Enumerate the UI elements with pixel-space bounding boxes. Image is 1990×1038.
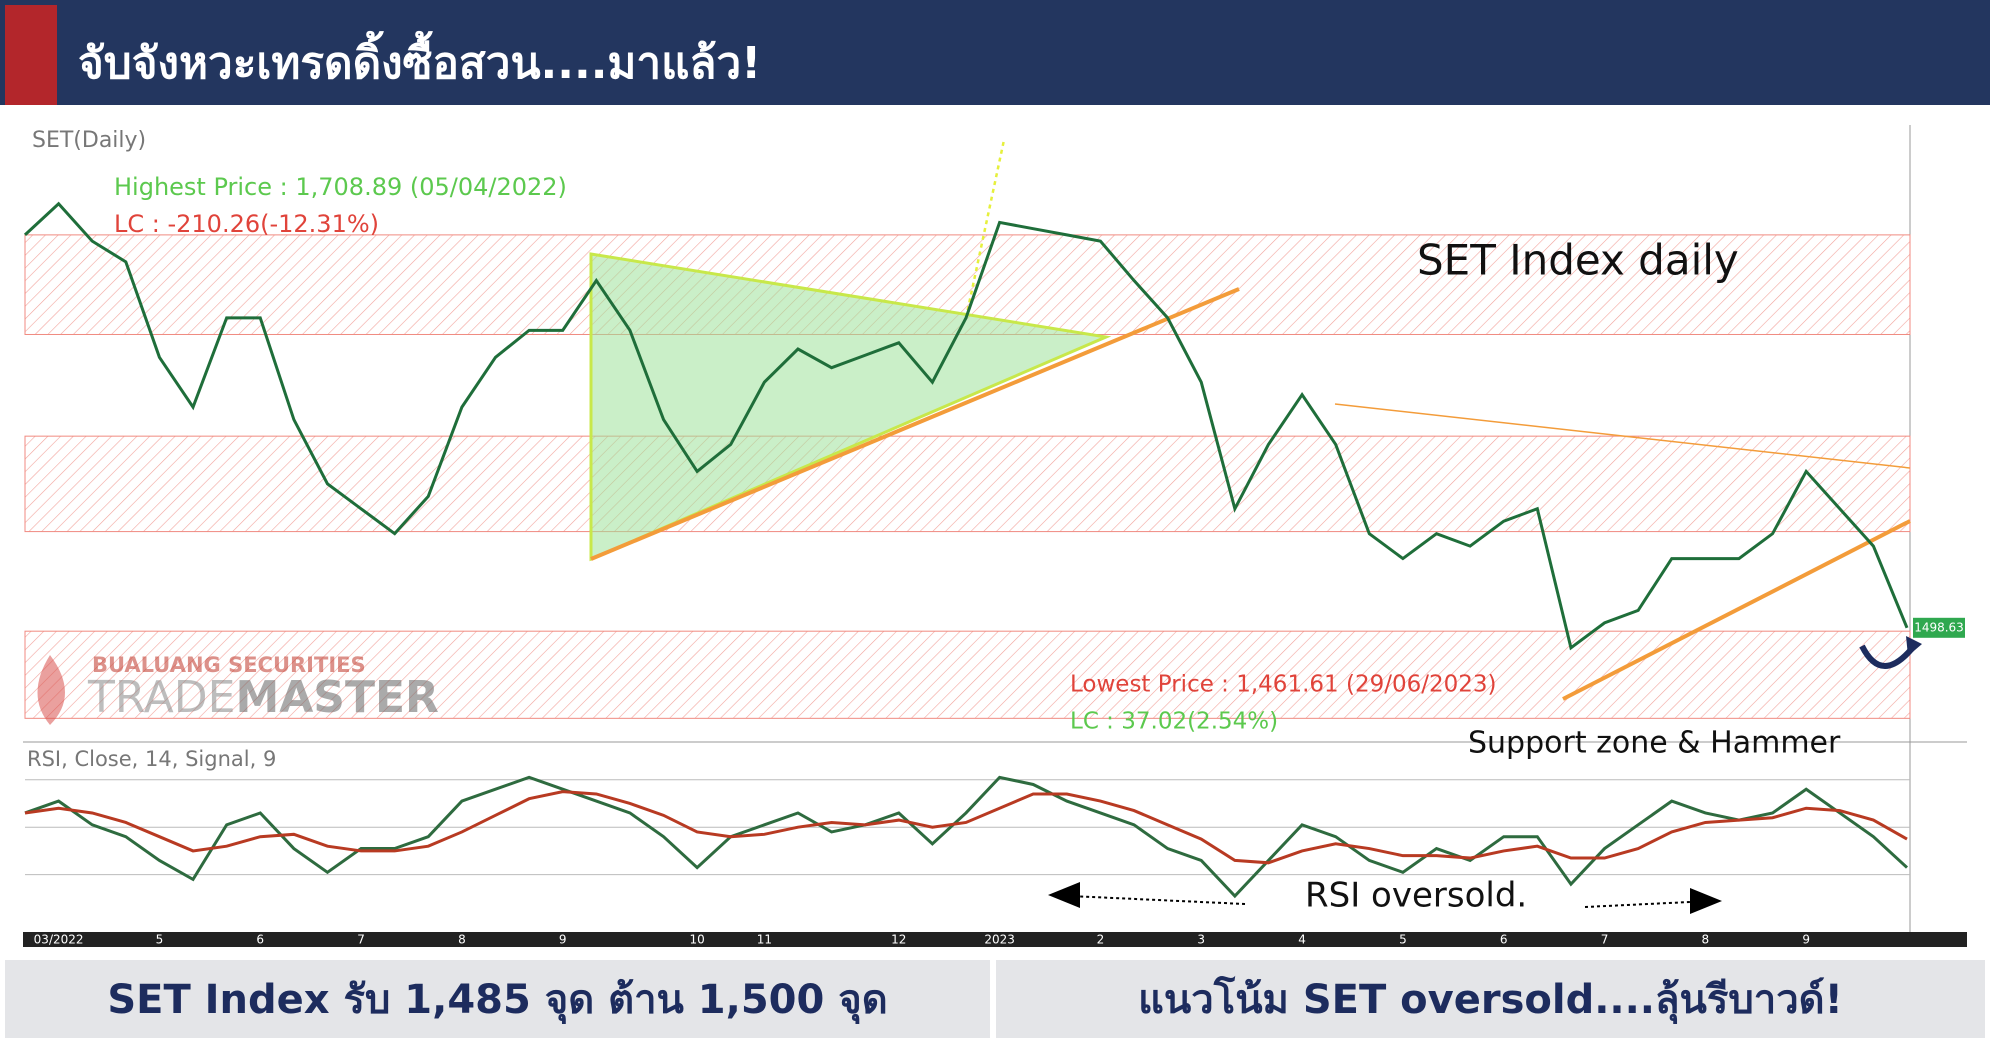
x-tick-label: 7 [357,933,365,947]
annotation: LC : 37.02(2.54%) [1070,709,1278,735]
annotation: Support zone & Hammer [1468,726,1841,761]
logo-part: MASTER [235,672,438,723]
logo-text: BUALUANG SECURITIES [92,653,366,677]
x-tick-label: 9 [1802,933,1810,947]
price-zone [24,435,1911,533]
x-tick-label: 11 [757,933,772,947]
x-tick-label: 5 [1399,933,1407,947]
x-tick-label: 8 [458,933,466,947]
logo: BUALUANG SECURITIES TRADEMASTER [37,653,439,725]
header-title: จับจังหวะเทรดดิ้งซื้อสวน....มาแล้ว! [78,38,762,89]
header: จับจังหวะเทรดดิ้งซื้อสวน....มาแล้ว! [0,0,1990,105]
annotation: LC : -210.26(-12.31%) [114,210,379,238]
trendline [590,287,1240,561]
chart: BUALUANG SECURITIES TRADEMASTER SET(Dail… [23,125,1967,947]
x-tick-label: 12 [891,933,906,947]
arrow-head [1906,636,1922,656]
logo-text: TRADEMASTER [87,672,439,723]
logo-part: TRADE [87,672,235,723]
logo-mark [37,655,65,725]
arrow-head [1048,882,1080,908]
annotation: Highest Price : 1,708.89 (05/04/2022) [114,173,567,201]
series-line [24,775,1909,899]
trendline [1562,519,1911,701]
dotted-arrow [1069,895,1246,905]
x-tick-label: 10 [690,933,705,947]
panel-title: RSI, Close, 14, Signal, 9 [27,747,276,771]
series-line [23,201,1909,651]
price-zone [24,630,1911,719]
x-axis-bar [23,932,1967,947]
x-tick-label: 7 [1601,933,1609,947]
x-tick-label: 4 [1298,933,1306,947]
x-tick-label: 2 [1097,933,1105,947]
x-tick-label: 6 [256,933,264,947]
x-tick-label: 5 [156,933,164,947]
accent [5,5,57,105]
rebound-arrow [1859,644,1917,669]
footer-right: แนวโน้ม SET oversold....ลุ้นรีบาวด์! [996,960,1985,1038]
x-tick-label: 3 [1197,933,1205,947]
panel-title: SET(Daily) [32,128,146,153]
footer-left: SET Index รับ 1,485 จุด ต้าน 1,500 จุด [5,960,990,1038]
x-tick-label: 2023 [984,933,1015,947]
target-line [964,139,1006,319]
x-tick-label: 9 [559,933,567,947]
annotation: Lowest Price : 1,461.61 (29/06/2023) [1070,672,1496,698]
annotation: SET Index daily [1417,236,1739,285]
x-tick-label: 8 [1702,933,1710,947]
annotation: RSI oversold. [1305,876,1527,916]
x-tick-label: 6 [1500,933,1508,947]
trendline [1334,403,1911,469]
triangle-pattern [589,252,1112,562]
x-tick-label: 03/2022 [34,933,84,947]
arrow-head [1690,888,1722,914]
series-line [24,790,1908,865]
last-value-label: 1498.63 [1914,620,1964,634]
last-value-box [1913,617,1965,638]
